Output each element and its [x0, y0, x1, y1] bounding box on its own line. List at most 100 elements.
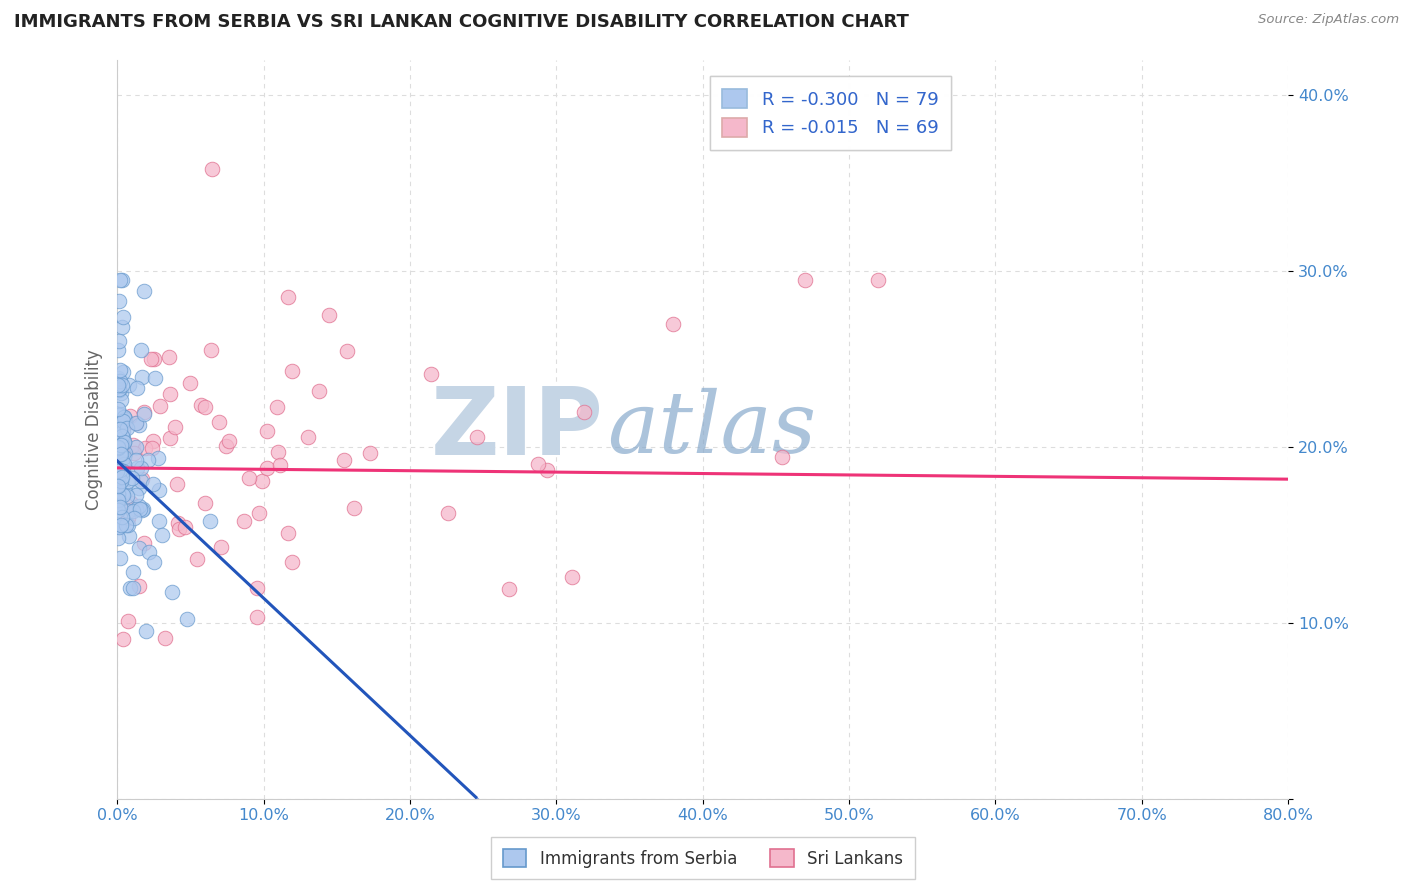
Point: [318, 308, 340, 322]
Point: [107, 471, 129, 485]
Point: [110, 447, 132, 461]
Point: [111, 429, 134, 443]
Point: [125, 488, 148, 502]
Point: [131, 502, 153, 516]
Point: [125, 381, 148, 395]
Point: [662, 317, 685, 331]
Point: [159, 431, 181, 445]
Point: [138, 544, 160, 558]
Point: [107, 484, 129, 499]
Point: [111, 437, 134, 451]
Point: [297, 430, 319, 444]
Point: [132, 405, 155, 419]
Point: [117, 510, 139, 524]
Point: [129, 475, 152, 489]
Point: [281, 555, 304, 569]
Point: [165, 420, 187, 434]
Point: [143, 352, 166, 367]
Point: [174, 520, 197, 534]
Point: [148, 450, 170, 465]
Text: atlas: atlas: [606, 388, 815, 470]
Point: [267, 445, 290, 459]
Point: [117, 489, 139, 503]
Point: [868, 272, 890, 286]
Point: [107, 462, 129, 476]
Point: [256, 461, 278, 475]
Point: [159, 387, 181, 401]
Point: [111, 365, 134, 379]
Point: [107, 467, 129, 481]
Point: [110, 374, 132, 388]
Point: [148, 483, 170, 497]
Point: [110, 447, 132, 461]
Y-axis label: Cognitive Disability: Cognitive Disability: [86, 349, 103, 509]
Point: [131, 369, 153, 384]
Point: [111, 455, 134, 469]
Point: [465, 430, 488, 444]
Point: [200, 514, 222, 528]
Point: [148, 514, 170, 528]
Point: [111, 319, 134, 334]
Point: [108, 272, 131, 286]
Point: [111, 310, 134, 324]
Point: [129, 461, 152, 475]
Point: [218, 434, 240, 448]
Point: [107, 441, 129, 455]
Point: [153, 631, 176, 645]
Point: [122, 438, 145, 452]
Point: [129, 501, 152, 516]
Point: [110, 462, 132, 476]
Point: [107, 384, 129, 398]
Point: [107, 371, 129, 385]
Point: [200, 343, 222, 358]
Text: Source: ZipAtlas.com: Source: ZipAtlas.com: [1258, 13, 1399, 27]
Point: [420, 367, 443, 381]
Point: [111, 377, 134, 392]
Point: [112, 450, 135, 464]
Point: [107, 469, 129, 483]
Point: [107, 461, 129, 475]
Point: [128, 418, 150, 433]
Point: [107, 401, 129, 416]
Point: [277, 526, 299, 541]
Point: [121, 471, 143, 485]
Point: [107, 378, 129, 392]
Point: [131, 502, 153, 516]
Legend: R = -0.300   N = 79, R = -0.015   N = 69: R = -0.300 N = 79, R = -0.015 N = 69: [710, 76, 952, 150]
Point: [526, 457, 548, 471]
Point: [336, 343, 359, 358]
Point: [132, 284, 155, 298]
Point: [108, 383, 131, 397]
Point: [209, 540, 232, 554]
Point: [157, 350, 180, 364]
Point: [108, 422, 131, 436]
Point: [561, 570, 583, 584]
Point: [112, 434, 135, 449]
Point: [139, 351, 162, 366]
Point: [105, 500, 128, 515]
Point: [124, 502, 146, 516]
Point: [141, 441, 163, 455]
Point: [359, 446, 381, 460]
Point: [110, 474, 132, 488]
Point: [136, 452, 159, 467]
Point: [167, 516, 190, 531]
Point: [112, 464, 135, 478]
Point: [125, 440, 148, 454]
Point: [118, 529, 141, 543]
Point: [143, 370, 166, 384]
Point: [142, 434, 165, 448]
Point: [128, 481, 150, 495]
Point: [135, 624, 157, 638]
Point: [246, 610, 269, 624]
Point: [111, 632, 134, 646]
Point: [277, 291, 299, 305]
Point: [308, 384, 330, 398]
Point: [166, 476, 188, 491]
Point: [143, 555, 166, 569]
Point: [149, 399, 172, 413]
Point: [107, 487, 129, 501]
Point: [107, 293, 129, 308]
Point: [122, 510, 145, 524]
Point: [110, 551, 132, 566]
